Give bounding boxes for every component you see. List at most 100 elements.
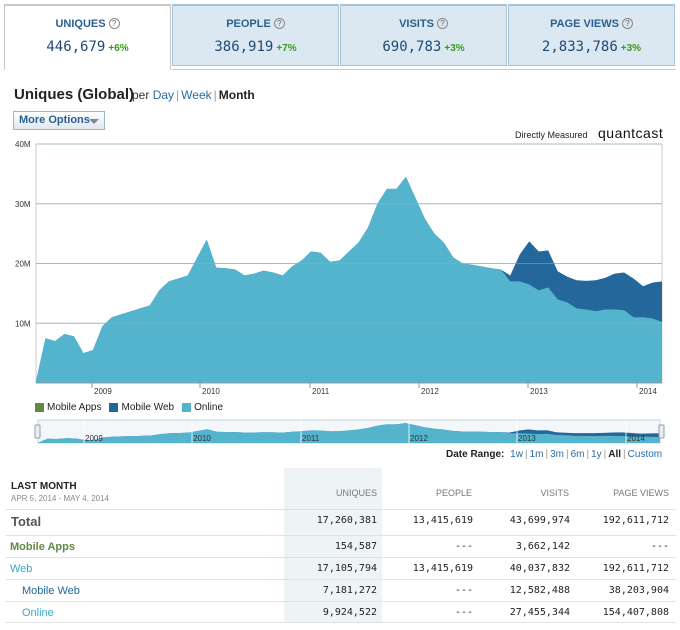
cell-visits: 12,582,488 [509, 585, 570, 596]
per-label: per [132, 88, 150, 102]
quantcast-logo: quantcast [598, 125, 664, 141]
navigator-online [38, 423, 660, 443]
cell-people: 13,415,619 [412, 563, 473, 574]
directly-measured-label: Directly Measured [515, 130, 588, 140]
navigator-label: 2010 [193, 434, 211, 443]
y-tick-label: 40M [15, 140, 31, 149]
range-3m-link[interactable]: 3m [550, 449, 564, 460]
legend-label: Mobile Apps [47, 402, 102, 413]
row-label: Mobile Apps [10, 541, 75, 553]
y-tick-label: 30M [15, 200, 31, 209]
row-label: Mobile Web [22, 585, 80, 597]
period-month-selected[interactable]: Month [218, 88, 255, 102]
navigator-handle[interactable] [658, 424, 665, 439]
separator: | [603, 449, 607, 460]
period-day-link[interactable]: Day [152, 88, 175, 102]
cell-page-views: 154,407,808 [602, 607, 669, 618]
last-month-title: LAST MONTH [11, 481, 77, 492]
legend-swatch [109, 403, 119, 412]
series-online-area [36, 176, 662, 383]
cell-page-views: 192,611,712 [602, 563, 669, 574]
cell-visits: 27,455,344 [509, 607, 570, 618]
separator: | [524, 449, 528, 460]
x-tick-label: 2009 [94, 387, 112, 396]
col-header-visits: VISITS [540, 488, 569, 498]
range-all-selected[interactable]: All [608, 449, 622, 460]
tab-people-change: +7% [276, 43, 297, 54]
tab-page-views[interactable]: PAGE VIEWS? 2,833,786 +3% [508, 4, 675, 66]
date-range-label: Date Range: [446, 449, 505, 460]
range-1y-link[interactable]: 1y [591, 449, 602, 460]
uniques-chart: 10M 20M 30M 40M 2009 2010 2011 2012 2013 2014 2009… [15, 140, 665, 444]
tab-page-views-value: 2,833,786 [541, 39, 618, 55]
x-tick-label: 2012 [421, 387, 439, 396]
help-icon[interactable]: ? [273, 18, 285, 29]
cell-page-views: --- [650, 541, 669, 552]
last-month-dates: APR 5, 2014 - MAY 4, 2014 [11, 494, 109, 503]
legend-item-mobile-web[interactable]: Mobile Web [109, 402, 174, 413]
legend-label: Online [194, 402, 224, 413]
table-row-web: Web 17,105,794 13,415,619 40,037,832 192… [6, 557, 676, 579]
help-icon[interactable]: ? [436, 18, 448, 29]
cell-visits: 43,699,974 [509, 515, 570, 526]
col-header-uniques: UNIQUES [335, 488, 377, 498]
cell-uniques: 7,181,272 [322, 585, 377, 596]
table-row-online: Online 9,924,522 --- 27,455,344 154,407,… [6, 601, 676, 623]
tab-visits-label: VISITS [399, 18, 434, 30]
table-row-mobile-web: Mobile Web 7,181,272 --- 12,582,488 38,2… [6, 579, 676, 601]
navigator-label: 2009 [85, 434, 103, 443]
more-options-button[interactable]: More Options [13, 111, 105, 130]
chart-legend: Mobile Apps Mobile Web Online [35, 402, 223, 413]
cell-people: --- [454, 541, 473, 552]
range-1w-link[interactable]: 1w [510, 449, 523, 460]
chart-title: Uniques (Global) [14, 86, 134, 103]
tab-uniques-label: UNIQUES [55, 18, 106, 30]
cell-visits: 40,037,832 [509, 563, 570, 574]
help-icon[interactable]: ? [621, 18, 633, 29]
y-tick-label: 10M [15, 319, 31, 328]
separator: | [213, 88, 217, 102]
period-week-link[interactable]: Week [181, 88, 212, 102]
separator: | [623, 449, 626, 460]
legend-label: Mobile Web [121, 402, 175, 413]
table-row-total: Total 17,260,381 13,415,619 43,699,974 1… [6, 509, 676, 531]
tab-page-views-label: PAGE VIEWS [550, 18, 619, 30]
tab-uniques[interactable]: UNIQUES? 446,679 +6% [4, 4, 171, 70]
separator: | [586, 449, 590, 460]
row-label: Total [11, 514, 42, 529]
cell-people: 13,415,619 [412, 515, 473, 526]
tab-visits[interactable]: VISITS? 690,783 +3% [340, 4, 507, 66]
tab-visits-value: 690,783 [382, 39, 442, 55]
legend-item-online[interactable]: Online [182, 402, 223, 413]
date-range: Date Range: 1w | 1m | 3m | 6m | 1y | All | Custom [446, 449, 662, 460]
range-custom-link[interactable]: Custom [627, 449, 663, 460]
table-row-mobile-apps: Mobile Apps 154,587 --- 3,662,142 --- [6, 535, 676, 557]
separator: | [545, 449, 549, 460]
navigator-label: 2012 [410, 434, 428, 443]
tab-people-value: 386,919 [214, 39, 274, 55]
row-label: Web [10, 563, 33, 575]
tab-people[interactable]: PEOPLE? 386,919 +7% [172, 4, 339, 66]
y-tick-label: 20M [15, 260, 31, 269]
x-tick-label: 2014 [639, 387, 657, 396]
help-icon[interactable]: ? [108, 18, 120, 29]
range-1m-link[interactable]: 1m [529, 449, 544, 460]
legend-swatch [182, 403, 192, 412]
cell-visits: 3,662,142 [515, 541, 570, 552]
x-tick-label: 2011 [312, 387, 330, 396]
range-6m-link[interactable]: 6m [570, 449, 585, 460]
metric-tabs: UNIQUES? 446,679 +6% PEOPLE? 386,919 +7% V… [4, 4, 676, 70]
tab-visits-change: +3% [444, 43, 465, 54]
col-header-people: PEOPLE [435, 488, 472, 498]
cell-uniques: 17,260,381 [316, 515, 377, 526]
row-label: Online [22, 607, 54, 619]
separator: | [565, 449, 569, 460]
more-options-label: More Options [19, 114, 90, 126]
legend-item-mobile-apps[interactable]: Mobile Apps [35, 402, 101, 413]
caret-down-icon [89, 119, 99, 124]
navigator-handle[interactable] [34, 424, 41, 439]
cell-people: --- [454, 585, 473, 596]
cell-people: --- [454, 607, 473, 618]
x-tick-label: 2013 [530, 387, 548, 396]
uniques-column-highlight [284, 468, 382, 622]
